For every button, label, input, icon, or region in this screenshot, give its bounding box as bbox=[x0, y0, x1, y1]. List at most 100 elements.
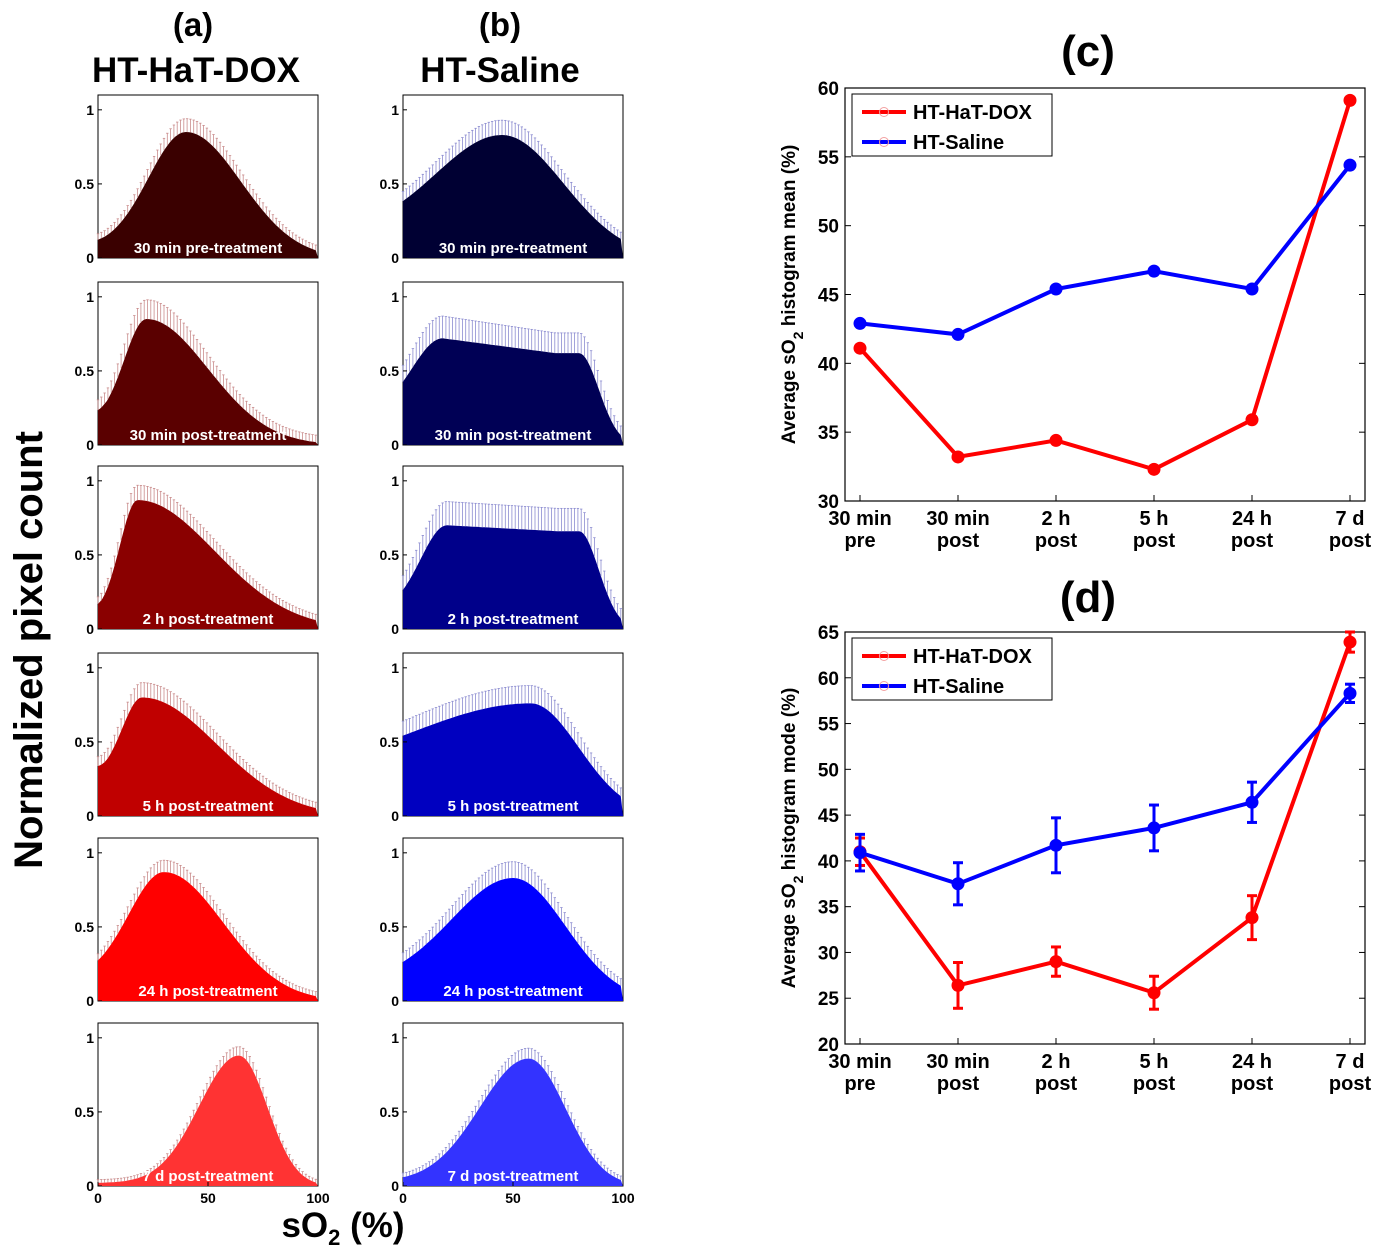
hist-area bbox=[403, 703, 623, 816]
x-tick-label: 30 min bbox=[828, 508, 891, 530]
series-ht-hat-dox bbox=[853, 93, 1357, 476]
legend-box bbox=[851, 93, 1053, 157]
x-tick-label: post bbox=[937, 1073, 980, 1095]
y-axis-label-rest: histogram mean (%) bbox=[779, 145, 800, 332]
hist-area bbox=[98, 1055, 318, 1186]
data-point bbox=[951, 978, 965, 992]
hist-caption: 5 h post-treatment bbox=[448, 798, 579, 815]
hist-panel: 0 0.5 1 5 h post-treatment bbox=[380, 652, 624, 824]
hist-y-tick-label: 1 bbox=[86, 289, 94, 305]
hist-y-tick-label: 0.5 bbox=[380, 176, 400, 192]
legend-box bbox=[851, 637, 1053, 701]
hist-y-tick-label: 1 bbox=[391, 660, 399, 676]
x-tick-label: 2 h bbox=[1042, 1051, 1071, 1073]
x-tick-label: post bbox=[1133, 530, 1176, 552]
panel-a-letter: (a) bbox=[173, 6, 213, 43]
hist-y-tick-label: 0.5 bbox=[75, 363, 95, 379]
hist-area bbox=[403, 878, 623, 1001]
hist-y-tick-label: 1 bbox=[391, 289, 399, 305]
data-point bbox=[1245, 795, 1259, 809]
data-point bbox=[1049, 282, 1063, 296]
hist-panel: 0 0.5 1 30 min pre-treatment bbox=[380, 94, 624, 266]
y-axis-label-main: Average sO bbox=[779, 883, 800, 988]
hist-y-tick-label: 0.5 bbox=[75, 919, 95, 935]
x-tick-label: pre bbox=[844, 530, 875, 552]
hist-y-tick-label: 1 bbox=[86, 102, 94, 118]
hist-panel: 0 0.5 1 30 min post-treatment bbox=[75, 281, 319, 453]
legend-label: HT-Saline bbox=[913, 676, 1004, 698]
shared-y-label: Normalized pixel count bbox=[7, 431, 51, 869]
x-tick-label: 5 h bbox=[1140, 508, 1169, 530]
x-tick-label: pre bbox=[844, 1073, 875, 1095]
x-tick-label: post bbox=[1035, 530, 1078, 552]
hist-caption: 30 min pre-treatment bbox=[439, 240, 587, 257]
data-point bbox=[951, 877, 965, 891]
data-point bbox=[1049, 433, 1063, 447]
legend-label: HT-HaT-DOX bbox=[913, 646, 1033, 668]
data-point bbox=[1147, 986, 1161, 1000]
y-tick-label: 65 bbox=[818, 623, 840, 644]
legend-label: HT-HaT-DOX bbox=[913, 102, 1033, 124]
x-tick-label: post bbox=[1231, 1073, 1274, 1095]
shared-x-label-unit: (%) bbox=[340, 1206, 404, 1245]
y-tick-label: 45 bbox=[818, 806, 840, 827]
hist-y-tick-label: 1 bbox=[391, 1030, 399, 1046]
hist-caption: 30 min pre-treatment bbox=[134, 240, 282, 257]
hist-y-tick-label: 0 bbox=[86, 250, 94, 266]
hist-y-tick-label: 0 bbox=[86, 993, 94, 1009]
data-point bbox=[1343, 635, 1357, 649]
hist-caption: 2 h post-treatment bbox=[448, 611, 579, 628]
data-point bbox=[1147, 462, 1161, 476]
x-tick-label: 30 min bbox=[926, 508, 989, 530]
hist-y-tick-label: 0.5 bbox=[380, 547, 400, 563]
y-axis-label-main: Average sO bbox=[779, 339, 800, 444]
hist-area bbox=[98, 500, 318, 629]
hist-area bbox=[98, 319, 318, 445]
hist-area bbox=[98, 697, 318, 816]
y-axis-label-rest: histogram mode (%) bbox=[779, 688, 800, 876]
y-axis-label-sub: 2 bbox=[790, 875, 806, 883]
data-point bbox=[1245, 282, 1259, 296]
hist-y-tick-label: 0.5 bbox=[380, 734, 400, 750]
hist-area bbox=[98, 132, 318, 258]
shared-x-label: sO2 (%) bbox=[281, 1206, 404, 1247]
data-point bbox=[1049, 955, 1063, 969]
hist-y-tick-label: 0 bbox=[391, 250, 399, 266]
hist-panel: 0 0.5 1 30 min post-treatment bbox=[380, 281, 624, 453]
hist-panel: 0 0.5 1 24 h post-treatment bbox=[75, 837, 319, 1009]
y-tick-label: 50 bbox=[818, 760, 839, 781]
y-tick-label: 60 bbox=[818, 669, 839, 690]
hist-y-tick-label: 0.5 bbox=[75, 734, 95, 750]
hist-y-tick-label: 0.5 bbox=[380, 1104, 400, 1120]
data-point bbox=[951, 450, 965, 464]
hist-y-tick-label: 0.5 bbox=[380, 919, 400, 935]
x-tick-label: 2 h bbox=[1042, 508, 1071, 530]
data-point bbox=[853, 316, 867, 330]
hist-x-tick-label: 50 bbox=[505, 1190, 521, 1206]
series-ht-saline bbox=[853, 682, 1357, 907]
hist-y-tick-label: 0 bbox=[391, 1178, 399, 1194]
shared-x-label-main: sO bbox=[281, 1206, 328, 1245]
hist-y-tick-label: 0 bbox=[86, 1178, 94, 1194]
hist-y-tick-label: 1 bbox=[86, 1030, 94, 1046]
x-tick-label: 24 h bbox=[1232, 1051, 1272, 1073]
x-tick-label: 30 min bbox=[828, 1051, 891, 1073]
legend-marker bbox=[879, 681, 889, 691]
hist-y-tick-label: 1 bbox=[86, 845, 94, 861]
data-point bbox=[1245, 413, 1259, 427]
panel-d-letter: (d) bbox=[1060, 573, 1116, 622]
hist-y-tick-label: 1 bbox=[391, 473, 399, 489]
x-tick-label: 24 h bbox=[1232, 508, 1272, 530]
hist-panel: 0 0.5 1 24 h post-treatment bbox=[380, 837, 624, 1009]
hist-caption: 2 h post-treatment bbox=[143, 611, 274, 628]
data-point bbox=[1343, 93, 1357, 107]
hist-caption: 30 min post-treatment bbox=[130, 427, 287, 444]
hist-x-tick-label: 0 bbox=[94, 1190, 102, 1206]
hist-y-tick-label: 0 bbox=[86, 621, 94, 637]
hist-y-tick-label: 0 bbox=[86, 808, 94, 824]
legend-marker bbox=[879, 107, 889, 117]
hist-panel: 0 0.5 1 7 d post-treatment 0 50 100 bbox=[75, 1022, 330, 1206]
hist-caption: 7 d post-treatment bbox=[143, 1168, 274, 1185]
x-tick-label: post bbox=[937, 530, 980, 552]
